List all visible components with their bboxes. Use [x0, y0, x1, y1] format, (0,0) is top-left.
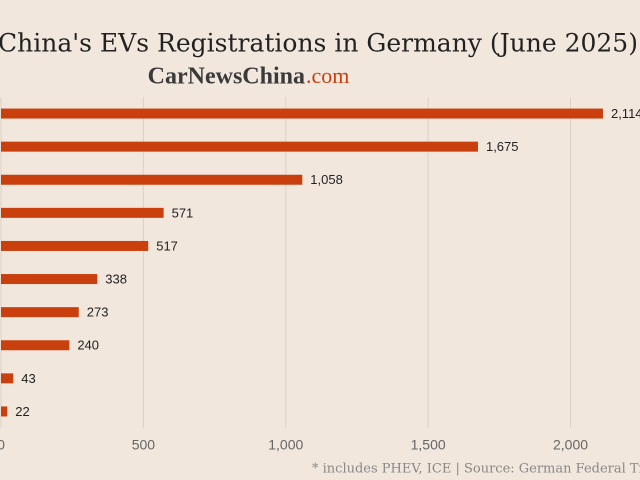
- value-label: 517: [156, 238, 178, 253]
- value-label: 1,675: [486, 139, 519, 154]
- brand: CarNewsChina: [148, 64, 305, 90]
- bar: [1, 240, 149, 251]
- bar: [1, 207, 164, 218]
- bar: [1, 406, 8, 417]
- value-label: 2,114: [611, 106, 640, 121]
- x-tick-label: 0: [0, 437, 5, 453]
- x-tick-label: 1,000: [268, 437, 303, 453]
- value-label: 338: [105, 271, 127, 286]
- bar: [1, 373, 14, 384]
- chart-title: China's EVs Registrations in Germany (Ju…: [0, 29, 638, 58]
- brand-suffix: .com: [306, 63, 349, 88]
- x-tick-label: 2,000: [553, 437, 588, 453]
- value-label: 43: [21, 371, 35, 386]
- x-tick-label: 1,500: [411, 437, 446, 453]
- value-label: 1,058: [310, 172, 343, 187]
- bar: [1, 340, 70, 351]
- bar: [1, 307, 79, 318]
- value-label: 571: [172, 205, 194, 220]
- value-label: 22: [15, 404, 29, 419]
- bar: [1, 108, 603, 119]
- x-tick-label: 500: [132, 437, 156, 453]
- bar: [1, 274, 98, 285]
- value-label: 240: [77, 338, 99, 353]
- bar: [1, 141, 478, 152]
- bar: [1, 174, 303, 185]
- value-label: 273: [87, 305, 109, 320]
- footnote: * includes PHEV, ICE | Source: German Fe…: [312, 462, 640, 477]
